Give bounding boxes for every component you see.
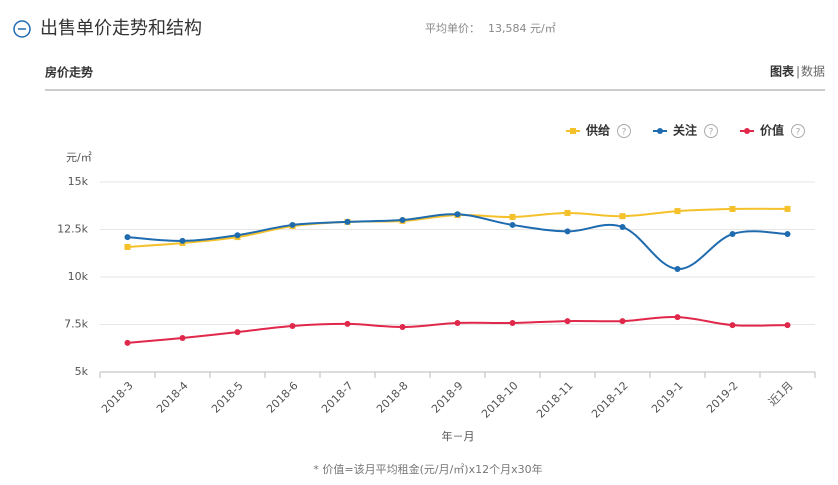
x-tick-label: 2019-2: [704, 379, 741, 416]
footnote: * 价值=该月平均租金(元/月/㎡)x12个月x30年: [313, 462, 542, 476]
x-tick-label: 2018-9: [429, 379, 466, 416]
point: [179, 334, 186, 341]
point: [784, 231, 791, 238]
x-tick-label: 2018-3: [99, 379, 136, 416]
tab-separator: |: [796, 65, 800, 79]
x-tick-label: 近1月: [766, 379, 796, 409]
point: [674, 208, 681, 215]
x-tick-label: 2018-8: [374, 379, 411, 416]
point: [289, 323, 296, 330]
x-tick-label: 2018-12: [589, 379, 631, 421]
point: [124, 234, 131, 241]
x-axis-label: 年－月: [442, 429, 475, 443]
point: [729, 231, 736, 238]
point: [674, 266, 681, 273]
y-tick-label: 7.5k: [64, 318, 88, 331]
section-title: 房价走势: [45, 65, 93, 80]
point: [454, 211, 461, 218]
y-tick-label: 5k: [75, 365, 89, 378]
point: [729, 205, 736, 212]
point: [509, 221, 516, 228]
x-tick-label: 2019-1: [649, 379, 686, 416]
x-tick-label: 2018-11: [534, 379, 576, 421]
point: [619, 318, 626, 325]
point: [564, 318, 571, 325]
point: [619, 213, 626, 220]
avg-label: 平均单价：: [425, 22, 480, 35]
point: [344, 320, 351, 327]
point: [784, 205, 791, 212]
point: [344, 218, 351, 225]
point: [124, 243, 131, 250]
legend-label: 关注: [673, 123, 697, 138]
point: [619, 224, 626, 231]
data-tab[interactable]: 数据: [801, 64, 825, 79]
point: [399, 217, 406, 223]
help-icon[interactable]: [617, 124, 631, 138]
point: [454, 319, 461, 326]
chart-tab[interactable]: 图表: [770, 64, 795, 79]
x-tick-label: 2018-10: [479, 379, 521, 421]
legend-marker: [570, 128, 576, 134]
series-line: [127, 213, 788, 271]
page-title: 出售单价走势和结构: [40, 18, 202, 39]
legend-marker: [744, 128, 750, 134]
collapse-icon[interactable]: [13, 20, 31, 38]
y-tick-label: 10k: [68, 270, 89, 283]
help-icon-text: ?: [796, 128, 801, 138]
legend-label: 价值: [760, 123, 784, 138]
point: [564, 228, 571, 235]
x-tick-label: 2018-4: [154, 379, 191, 416]
point: [509, 213, 516, 220]
point: [124, 339, 131, 346]
x-tick-label: 2018-5: [209, 379, 246, 416]
x-tick-label: 2018-6: [264, 379, 301, 416]
point: [179, 237, 186, 244]
help-icon-text: ?: [622, 128, 627, 138]
y-tick-label: 15k: [68, 175, 89, 188]
help-icon-text: ?: [709, 128, 714, 138]
point: [729, 322, 736, 329]
y-unit: 元/㎡: [66, 151, 92, 164]
legend-label: 供给: [585, 123, 610, 138]
point: [399, 323, 406, 330]
y-tick-label: 12.5k: [57, 223, 88, 236]
point: [564, 209, 571, 216]
point: [674, 314, 681, 321]
x-tick-label: 2018-7: [319, 379, 356, 416]
help-icon[interactable]: [704, 124, 718, 138]
help-icon[interactable]: [791, 124, 805, 138]
point: [289, 221, 296, 228]
point: [784, 322, 791, 329]
avg-value: 13,584 元/㎡: [488, 22, 556, 35]
point: [509, 319, 516, 326]
point: [234, 232, 241, 239]
legend-marker: [657, 128, 663, 134]
point: [234, 329, 241, 336]
